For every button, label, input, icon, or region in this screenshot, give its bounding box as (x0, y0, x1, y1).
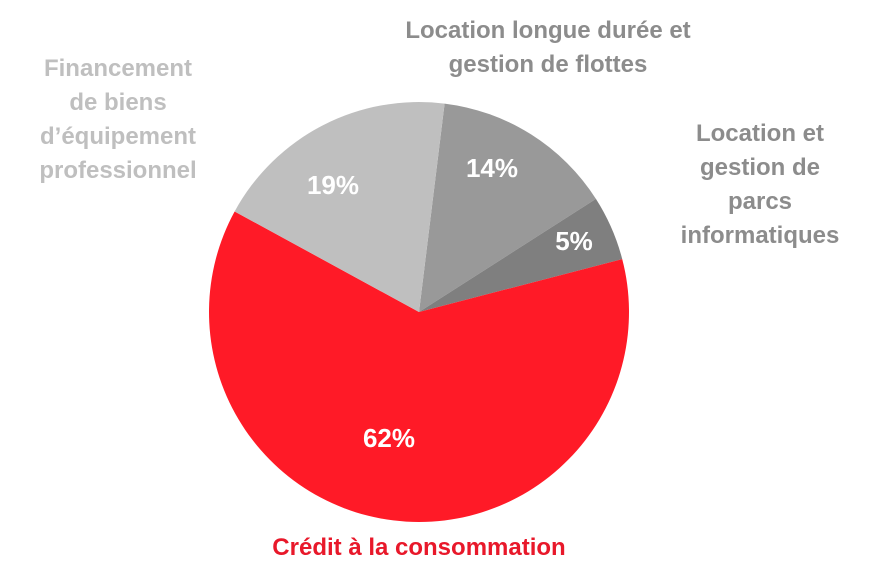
pie-slice (419, 198, 623, 312)
category-label: Crédit à la consommation (272, 534, 566, 561)
category-label: Location longue durée et gestion de flot… (405, 17, 691, 78)
value-label: 14% (466, 153, 518, 183)
category-label: Financement de biens d’équipement profes… (39, 55, 197, 184)
pie-slice (234, 102, 445, 313)
value-label: 19% (307, 170, 359, 200)
value-label: 5% (555, 226, 593, 256)
category-label: Location et gestion de parcs informatiqu… (680, 120, 840, 249)
pie-slice (419, 103, 596, 312)
value-label: 62% (363, 423, 415, 453)
pie-slice (208, 211, 629, 522)
